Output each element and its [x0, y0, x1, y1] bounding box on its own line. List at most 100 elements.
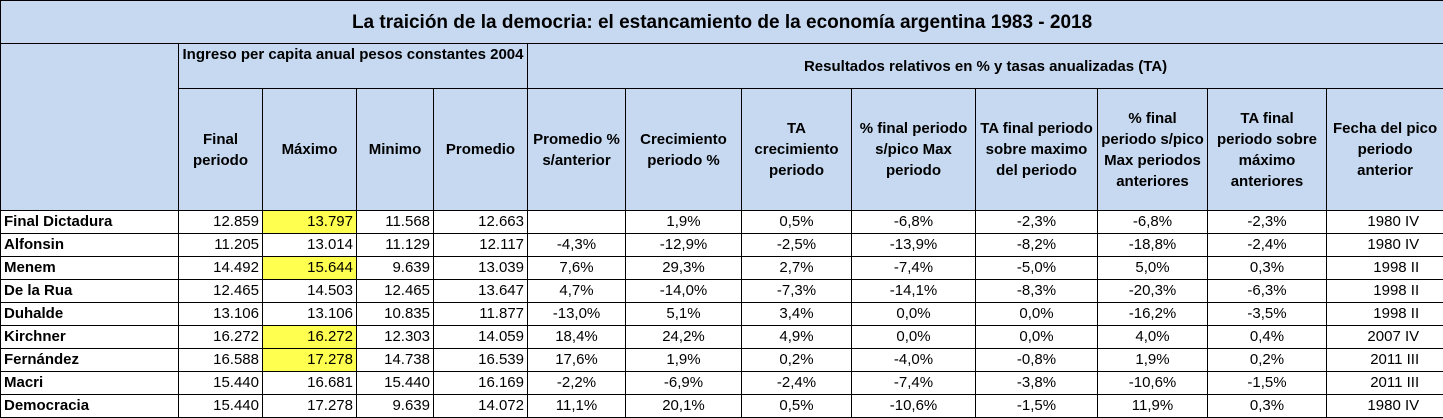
table-cell: 7,6%: [528, 257, 626, 280]
table-cell: 0,2%: [742, 349, 852, 372]
group-header: Resultados relativos en % y tasas anuali…: [528, 44, 1443, 89]
table-cell: 29,3%: [626, 257, 742, 280]
table-cell: 14.738: [357, 349, 434, 372]
table-cell: 11,1%: [528, 395, 626, 418]
table-cell: -6,9%: [626, 372, 742, 395]
table-cell: -7,4%: [852, 257, 976, 280]
table-cell: 0,4%: [1208, 326, 1327, 349]
table-cell: 20,1%: [626, 395, 742, 418]
table-cell: 17.278: [263, 349, 357, 372]
table-cell: 15.644: [263, 257, 357, 280]
table-cell: 1980 IV: [1327, 211, 1443, 234]
table-cell: -6,3%: [1208, 280, 1327, 303]
table-cell: 24,2%: [626, 326, 742, 349]
table-cell: 2,7%: [742, 257, 852, 280]
table-cell: -10,6%: [1098, 372, 1208, 395]
row-label: De la Rua: [1, 280, 179, 303]
table-cell: 16.272: [263, 326, 357, 349]
table-cell: 16.588: [179, 349, 263, 372]
table-cell: -14,0%: [626, 280, 742, 303]
table-cell: 1998 II: [1327, 280, 1443, 303]
row-label: Alfonsin: [1, 234, 179, 257]
row-label: Kirchner: [1, 326, 179, 349]
table-cell: 4,9%: [742, 326, 852, 349]
table-cell: 12.465: [179, 280, 263, 303]
table-cell: 14.492: [179, 257, 263, 280]
table-cell: 0,0%: [976, 326, 1098, 349]
table-cell: 1998 II: [1327, 303, 1443, 326]
column-header: Promedio % s/anterior: [528, 89, 626, 211]
table-cell: 11.205: [179, 234, 263, 257]
table-cell: -3,8%: [976, 372, 1098, 395]
table-cell: 10.835: [357, 303, 434, 326]
table-cell: 4,7%: [528, 280, 626, 303]
row-label: Menem: [1, 257, 179, 280]
table-cell: -5,0%: [976, 257, 1098, 280]
table-cell: -1,5%: [1208, 372, 1327, 395]
table-cell: 3,4%: [742, 303, 852, 326]
table-cell: -10,6%: [852, 395, 976, 418]
table-cell: -6,8%: [852, 211, 976, 234]
table-cell: 11,9%: [1098, 395, 1208, 418]
table-cell: 12.303: [357, 326, 434, 349]
column-header: Máximo: [263, 89, 357, 211]
row-label: Democracia: [1, 395, 179, 418]
table-cell: 0,5%: [742, 395, 852, 418]
table-cell: 15.440: [179, 395, 263, 418]
table-cell: 1998 II: [1327, 257, 1443, 280]
table-cell: 15.440: [179, 372, 263, 395]
group-header: Ingreso per capita anual pesos constante…: [179, 44, 528, 89]
table-cell: -6,8%: [1098, 211, 1208, 234]
table-cell: -7,3%: [742, 280, 852, 303]
table-cell: -7,4%: [852, 372, 976, 395]
row-label: Final Dictadura: [1, 211, 179, 234]
row-label: Fernández: [1, 349, 179, 372]
table-cell: 17.278: [263, 395, 357, 418]
table-cell: -2,4%: [742, 372, 852, 395]
column-header: % final periodo s/pico Max periodo: [852, 89, 976, 211]
table-cell: -4,0%: [852, 349, 976, 372]
column-header: Final periodo: [179, 89, 263, 211]
table-cell: 15.440: [357, 372, 434, 395]
table-cell: 18,4%: [528, 326, 626, 349]
row-label: Duhalde: [1, 303, 179, 326]
table-cell: 0,5%: [742, 211, 852, 234]
table-cell: 1,9%: [626, 349, 742, 372]
table-cell: -12,9%: [626, 234, 742, 257]
table-cell: 12.859: [179, 211, 263, 234]
table-cell: 11.568: [357, 211, 434, 234]
column-header: Crecimiento periodo %: [626, 89, 742, 211]
table-cell: -13,9%: [852, 234, 976, 257]
table-cell: 14.059: [434, 326, 528, 349]
table-cell: 12.117: [434, 234, 528, 257]
table-cell: 13.106: [263, 303, 357, 326]
table-cell: -2,4%: [1208, 234, 1327, 257]
table-cell: 2007 IV: [1327, 326, 1443, 349]
table-cell: 11.877: [434, 303, 528, 326]
table-cell: -3,5%: [1208, 303, 1327, 326]
table-cell: 16.272: [179, 326, 263, 349]
table-cell: -14,1%: [852, 280, 976, 303]
table-cell: 1980 IV: [1327, 234, 1443, 257]
table-cell: 0,3%: [1208, 257, 1327, 280]
corner-cell: [1, 44, 179, 211]
table-cell: -2,5%: [742, 234, 852, 257]
table-cell: 14.072: [434, 395, 528, 418]
table-cell: -20,3%: [1098, 280, 1208, 303]
table-cell: 2011 III: [1327, 372, 1443, 395]
table-cell: 16.539: [434, 349, 528, 372]
column-header: TA final periodo sobre maximo del period…: [976, 89, 1098, 211]
table-cell: 13.014: [263, 234, 357, 257]
table-cell: 17,6%: [528, 349, 626, 372]
table-cell: 11.129: [357, 234, 434, 257]
table-cell: -2,2%: [528, 372, 626, 395]
table-cell: 0,0%: [852, 326, 976, 349]
table-cell: 9.639: [357, 395, 434, 418]
table-cell: 1,9%: [1098, 349, 1208, 372]
